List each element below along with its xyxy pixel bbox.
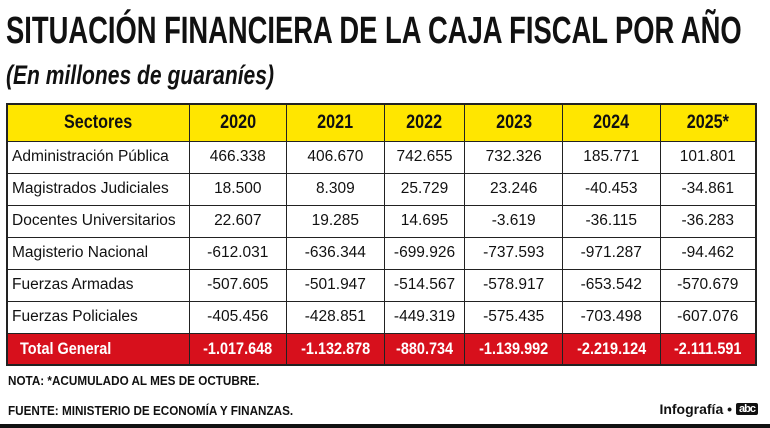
column-header: 2021 — [286, 103, 385, 142]
total-label: Total General — [6, 332, 190, 366]
cell-value: -653.542 — [561, 268, 661, 302]
table-row: Magisterio Nacional -612.031 -636.344 -699.… — [6, 236, 757, 270]
total-text: -1.017.648 — [203, 338, 273, 358]
column-header-text: 2024 — [593, 111, 630, 133]
cell-value: -607.076 — [659, 300, 757, 334]
cell-value: 185.771 — [561, 140, 661, 174]
cell-value: 14.695 — [383, 204, 466, 238]
sector-name: Fuerzas Policiales — [6, 300, 190, 334]
column-header-text: Sectores — [64, 111, 133, 133]
column-header: 2020 — [188, 103, 288, 142]
cell-value: 22.607 — [188, 204, 288, 238]
cell-value: -405.456 — [188, 300, 288, 334]
column-header: 2023 — [464, 103, 563, 142]
cell-value: -36.283 — [659, 204, 757, 238]
cell-value: -507.605 — [188, 268, 288, 302]
total-row: Total General -1.017.648 -1.132.878 -880.73… — [6, 332, 757, 366]
cell-value: -3.619 — [464, 204, 563, 238]
sector-name: Administración Pública — [6, 140, 190, 174]
cell-value: -578.917 — [464, 268, 563, 302]
table-row: Administración Pública 466.338 406.670 742.… — [6, 140, 757, 174]
cell-value: -94.462 — [659, 236, 757, 270]
credit-text: Infografía • — [659, 401, 733, 417]
cell-value: -428.851 — [286, 300, 385, 334]
cell-value: 8.309 — [286, 172, 385, 206]
cell-value: 25.729 — [383, 172, 466, 206]
column-header-text: 2023 — [495, 111, 532, 133]
cell-value: -575.435 — [464, 300, 563, 334]
column-header: 2022 — [383, 103, 466, 142]
cell-value: -36.115 — [561, 204, 661, 238]
cell-value: 101.801 — [659, 140, 757, 174]
bottom-bar — [0, 424, 770, 428]
column-header-text: 2022 — [406, 111, 443, 133]
total-text: -2.219.124 — [576, 338, 646, 358]
data-table: Sectores 2020 2021 2022 2023 2024 2025* Admini… — [6, 103, 757, 366]
cell-value: -34.861 — [659, 172, 757, 206]
cell-value: 466.338 — [188, 140, 288, 174]
table-row: Magistrados Judiciales 18.500 8.309 25.729 2… — [6, 172, 757, 206]
cell-value: 18.500 — [188, 172, 288, 206]
cell-value: -703.498 — [561, 300, 661, 334]
cell-value: 732.326 — [464, 140, 563, 174]
table-row: Fuerzas Armadas -507.605 -501.947 -514.567-… — [6, 268, 757, 302]
cell-value: -737.593 — [464, 236, 563, 270]
cell-value: 406.670 — [286, 140, 385, 174]
column-header: 2024 — [561, 103, 661, 142]
total-value: -2.111.591 — [659, 332, 757, 366]
cell-value: -514.567 — [383, 268, 466, 302]
cell-value: -40.453 — [561, 172, 661, 206]
column-header-text: 2020 — [219, 111, 256, 133]
cell-value: -501.947 — [286, 268, 385, 302]
column-header-text: 2021 — [317, 111, 354, 133]
sector-name: Magistrados Judiciales — [6, 172, 190, 206]
abc-logo: abc — [736, 403, 758, 415]
sector-name: Magisterio Nacional — [6, 236, 190, 270]
header-row: Sectores 2020 2021 2022 2023 2024 2025* — [6, 103, 757, 142]
column-header: 2025* — [659, 103, 757, 142]
cell-value: -612.031 — [188, 236, 288, 270]
total-text: -1.139.992 — [479, 338, 549, 358]
cell-value: -699.926 — [383, 236, 466, 270]
note: NOTA: *ACUMULADO AL MES DE OCTUBRE. — [8, 373, 260, 388]
total-value: -2.219.124 — [561, 332, 661, 366]
cell-value: -570.679 — [659, 268, 757, 302]
source: FUENTE: MINISTERIO DE ECONOMÍA Y FINANZA… — [8, 403, 294, 418]
cell-value: -971.287 — [561, 236, 661, 270]
cell-value: -636.344 — [286, 236, 385, 270]
subtitle: (En millones de guaraníes) — [6, 60, 274, 90]
cell-value: 742.655 — [383, 140, 466, 174]
title: SITUACIÓN FINANCIERA DE LA CAJA FISCAL P… — [6, 10, 742, 52]
total-text: -2.111.591 — [674, 338, 742, 358]
sector-name: Fuerzas Armadas — [6, 268, 190, 302]
total-text: -880.734 — [395, 338, 454, 358]
credit: Infografía • abc — [659, 401, 758, 417]
total-text: -1.132.878 — [300, 338, 370, 358]
table-row: Fuerzas Policiales -405.456 -428.851 -449.3… — [6, 300, 757, 334]
cell-value: 19.285 — [286, 204, 385, 238]
total-value: -1.017.648 — [188, 332, 288, 366]
total-value: -880.734 — [383, 332, 466, 366]
column-header-text: 2025* — [686, 111, 729, 133]
table-row: Docentes Universitarios 22.607 19.285 14.69… — [6, 204, 757, 238]
sector-name: Docentes Universitarios — [6, 204, 190, 238]
cell-value: -449.319 — [383, 300, 466, 334]
cell-value: 23.246 — [464, 172, 563, 206]
total-text: Total General — [20, 338, 112, 358]
total-value: -1.132.878 — [286, 332, 385, 366]
column-header: Sectores — [6, 103, 190, 142]
total-value: -1.139.992 — [464, 332, 563, 366]
